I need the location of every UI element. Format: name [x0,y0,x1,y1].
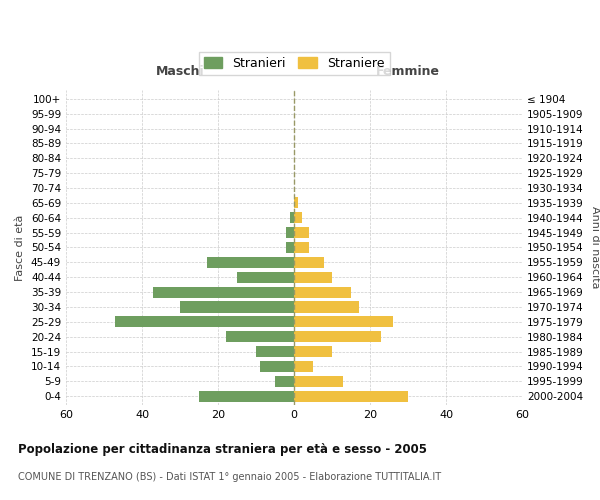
Bar [294,286,351,298]
Bar [256,346,294,357]
Bar [275,376,294,387]
Bar [294,198,298,208]
Bar [294,361,313,372]
Bar [199,390,294,402]
Bar [294,257,325,268]
Bar [294,390,408,402]
Bar [294,227,309,238]
Text: COMUNE DI TRENZANO (BS) - Dati ISTAT 1° gennaio 2005 - Elaborazione TUTTITALIA.I: COMUNE DI TRENZANO (BS) - Dati ISTAT 1° … [18,472,441,482]
Bar [206,257,294,268]
Bar [294,212,302,224]
Legend: Stranieri, Straniere: Stranieri, Straniere [199,52,389,75]
Bar [226,331,294,342]
Bar [115,316,294,328]
Bar [290,212,294,224]
Bar [294,346,332,357]
Bar [294,316,393,328]
Text: Femmine: Femmine [376,65,440,78]
Bar [237,272,294,283]
Y-axis label: Anni di nascita: Anni di nascita [590,206,600,288]
Text: Popolazione per cittadinanza straniera per età e sesso - 2005: Popolazione per cittadinanza straniera p… [18,442,427,456]
Bar [294,376,343,387]
Bar [180,302,294,312]
Bar [260,361,294,372]
Y-axis label: Fasce di età: Fasce di età [16,214,25,280]
Text: Maschi: Maschi [155,65,205,78]
Bar [294,302,359,312]
Bar [294,331,382,342]
Bar [154,286,294,298]
Bar [294,272,332,283]
Bar [294,242,309,253]
Bar [286,242,294,253]
Bar [286,227,294,238]
